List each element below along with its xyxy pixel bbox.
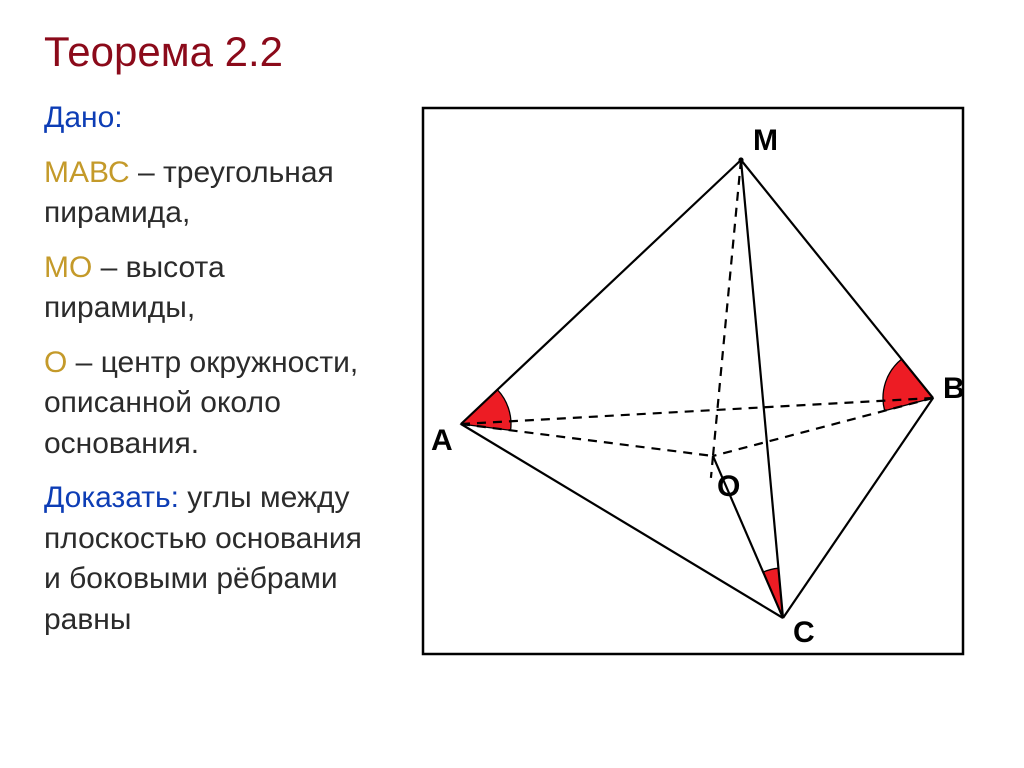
theorem-title: Теорема 2.2 (44, 28, 984, 76)
height-name: МО (44, 251, 92, 284)
given-label: Дано: (44, 101, 123, 134)
svg-text:A: A (431, 424, 453, 457)
center-desc: – центр окружности, описанной около осно… (44, 346, 358, 460)
pyramid-name: МАВС (44, 156, 130, 189)
svg-text:O: O (717, 470, 740, 503)
theorem-text: Дано: МАВС – треугольная пирамида, МО – … (44, 98, 374, 748)
svg-text:M: M (753, 124, 778, 157)
pyramid-diagram: M A B C O (413, 98, 973, 698)
prove-label: Доказать: (44, 481, 179, 514)
svg-text:C: C (793, 616, 815, 649)
center-name: О (44, 346, 67, 379)
svg-text:B: B (943, 372, 965, 405)
